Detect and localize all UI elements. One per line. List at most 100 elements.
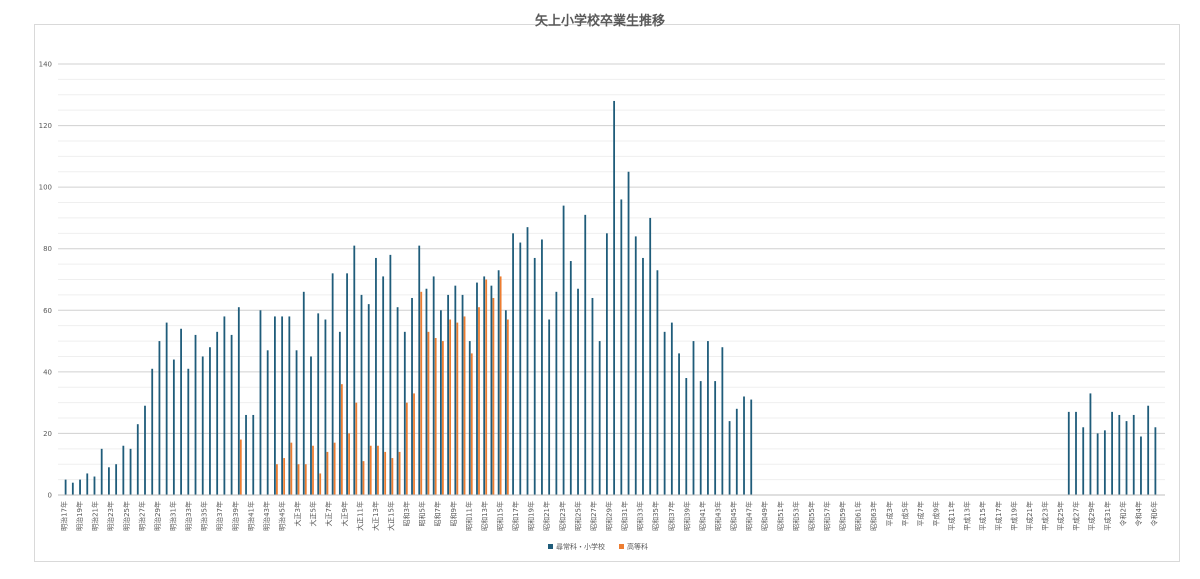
x-tick-label: 明治37年 <box>215 501 224 531</box>
bar-jinjoka <box>165 322 168 495</box>
y-tick-label: 60 <box>43 307 52 315</box>
bar-jinjoka <box>382 276 385 495</box>
x-tick-label: 昭和33年 <box>636 501 645 531</box>
bar-kotoka <box>485 279 488 495</box>
bar-jinjoka <box>396 307 399 495</box>
x-tick-label: 明治21年 <box>91 501 100 531</box>
bar-jinjoka <box>79 479 81 495</box>
bar-jinjoka <box>346 273 348 495</box>
x-tick-label: 平成15年 <box>978 501 987 531</box>
x-tick-label: 平成13年 <box>963 501 972 531</box>
x-tick-label: 昭和3年 <box>402 501 411 526</box>
x-tick-label: 昭和39年 <box>682 501 691 531</box>
bar-kotoka <box>405 402 408 495</box>
bar-jinjoka <box>317 313 320 495</box>
x-tick-label: 昭和25年 <box>573 501 582 531</box>
bar-kotoka <box>427 331 430 495</box>
bar-jinjoka <box>634 236 637 495</box>
bar-jinjoka <box>461 294 464 495</box>
bar-jinjoka <box>591 297 594 495</box>
bar-jinjoka <box>360 294 363 495</box>
x-tick-label: 昭和43年 <box>714 501 723 531</box>
x-tick-label: 平成17年 <box>994 501 1003 531</box>
y-tick-label: 140 <box>39 61 52 69</box>
bar-jinjoka <box>1125 421 1128 495</box>
chart-title: 矢上小学校卒業生推移 <box>534 14 665 29</box>
x-axis: 明治17年 明治19年 明治21年 明治23年 明治25年 明治27年 明治29年 明治31年… <box>58 494 1165 531</box>
x-tick-label: 明治25年 <box>122 501 131 531</box>
y-tick-label: 80 <box>43 245 52 253</box>
bar-jinjoka <box>526 227 529 495</box>
bar-jinjoka <box>721 347 724 495</box>
bar-jinjoka <box>100 448 103 495</box>
bar-jinjoka <box>483 276 486 495</box>
bar-jinjoka <box>115 464 118 495</box>
bar-jinjoka <box>548 319 551 495</box>
bar-kotoka <box>506 319 509 495</box>
bar-kotoka <box>492 297 495 495</box>
bar-jinjoka <box>663 331 666 495</box>
bar-jinjoka <box>476 282 478 495</box>
bar-jinjoka <box>403 331 406 495</box>
bar-kotoka <box>326 451 329 495</box>
bar-kotoka <box>377 445 379 495</box>
bar-jinjoka <box>187 368 190 495</box>
bar-kotoka <box>290 442 293 495</box>
bar-kotoka <box>384 451 387 495</box>
x-tick-label: 昭和21年 <box>542 501 551 531</box>
legend-swatch <box>619 544 624 549</box>
bar-jinjoka <box>699 381 702 495</box>
x-tick-label: 昭和9年 <box>449 501 458 526</box>
bar-jinjoka <box>302 291 305 495</box>
bar-jinjoka <box>541 239 543 495</box>
y-axis: 0 20 40 60 80 100 120 140 <box>39 61 52 500</box>
x-tick-label: 明治41年 <box>246 501 255 531</box>
x-tick-label: 昭和55年 <box>807 501 816 531</box>
bar-jinjoka <box>136 424 139 495</box>
bar-kotoka <box>499 276 502 495</box>
bar-jinjoka <box>324 319 327 495</box>
bar-kotoka <box>470 353 473 495</box>
x-tick-label: 昭和13年 <box>480 501 489 531</box>
bar-jinjoka <box>425 288 428 495</box>
x-tick-label: 大正13年 <box>371 501 380 531</box>
bar-jinjoka <box>411 297 413 495</box>
bar-kotoka <box>239 439 242 495</box>
x-tick-label: 明治27年 <box>137 501 146 531</box>
bar-jinjoka <box>108 467 110 495</box>
y-tick-label: 100 <box>39 184 52 192</box>
x-tick-label: 平成29年 <box>1087 501 1096 531</box>
x-tick-label: 昭和63年 <box>869 501 878 531</box>
bar-jinjoka <box>338 331 341 495</box>
bar-jinjoka <box>1075 411 1077 495</box>
bar-kotoka <box>434 337 437 495</box>
x-tick-label: 大正15年 <box>387 501 396 531</box>
y-tick-label: 40 <box>43 368 52 376</box>
x-tick-label: 令和4年 <box>1134 501 1143 526</box>
bar-kotoka <box>413 393 415 495</box>
bar-jinjoka <box>454 285 457 495</box>
x-tick-label: 平成23年 <box>1041 501 1050 531</box>
legend-swatch <box>548 544 553 549</box>
bar-jinjoka <box>555 291 558 495</box>
bar-kotoka <box>441 341 444 495</box>
bar-kotoka <box>449 319 452 495</box>
bar-jinjoka <box>274 316 276 495</box>
grid-lines <box>58 63 1165 496</box>
x-tick-label: 令和6年 <box>1150 501 1159 526</box>
bar-kotoka <box>276 464 278 495</box>
bar-jinjoka <box>584 214 587 495</box>
x-tick-label: 平成5年 <box>900 501 909 526</box>
bar-jinjoka <box>620 199 623 495</box>
bar-jinjoka <box>750 399 753 495</box>
bar-kotoka <box>297 464 300 495</box>
bar-jinjoka <box>649 217 652 495</box>
bar-jinjoka <box>562 205 565 495</box>
bar-jinjoka <box>1140 436 1142 495</box>
bar-kotoka <box>340 384 343 495</box>
x-tick-label: 昭和41年 <box>698 501 707 531</box>
bar-jinjoka <box>367 304 370 495</box>
bar-kotoka <box>478 307 480 495</box>
legend-label: 尋常科・小学校 <box>556 542 605 551</box>
bar-jinjoka <box>577 288 579 495</box>
